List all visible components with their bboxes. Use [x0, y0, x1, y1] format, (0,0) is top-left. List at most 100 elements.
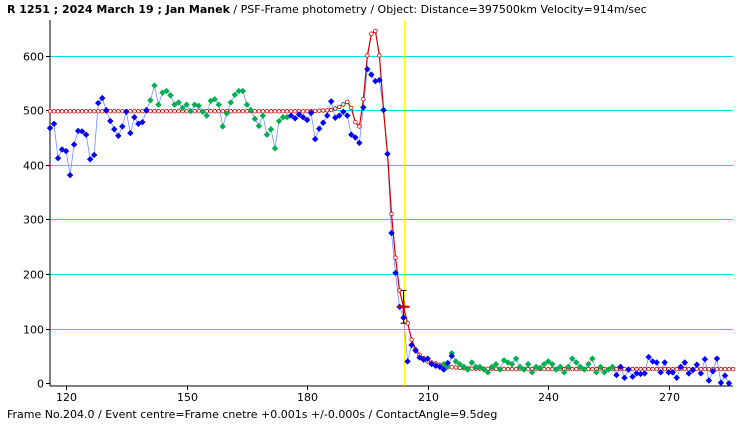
- comparison-point: [577, 363, 584, 371]
- comparison-point: [227, 99, 234, 106]
- comparison-point: [553, 366, 560, 373]
- comparison-point: [524, 360, 532, 368]
- model-marker: [714, 366, 720, 372]
- observed-point: [119, 123, 126, 130]
- comparison-point: [589, 355, 596, 362]
- observed-point: [340, 108, 347, 115]
- comparison-point: [476, 363, 484, 371]
- observed-point: [709, 368, 717, 375]
- model-marker: [513, 366, 519, 372]
- comparison-point: [528, 369, 536, 376]
- model-marker: [47, 108, 53, 114]
- model-marker: [168, 108, 173, 114]
- model-marker: [99, 108, 105, 114]
- model-marker: [212, 108, 217, 114]
- model-marker: [264, 108, 270, 114]
- comparison-point: [147, 97, 154, 104]
- observed-point: [633, 370, 640, 377]
- model-marker: [152, 108, 157, 114]
- comparison-point: [561, 369, 568, 376]
- observed-point: [336, 112, 343, 119]
- model-marker: [75, 108, 81, 114]
- observed-point: [424, 355, 431, 362]
- observed-point: [115, 132, 122, 140]
- model-marker: [148, 108, 153, 114]
- comparison-point: [492, 360, 500, 368]
- observed-point: [344, 112, 351, 119]
- model-marker: [357, 124, 362, 129]
- model-marker: [654, 366, 659, 372]
- comparison-point: [187, 108, 194, 115]
- model-marker: [276, 108, 282, 114]
- comparison-point: [444, 363, 451, 371]
- observed-point: [62, 147, 70, 155]
- observed-point: [617, 363, 624, 371]
- comparison-point: [540, 360, 548, 368]
- observed-point: [135, 120, 142, 127]
- model-marker: [702, 366, 708, 372]
- model-marker: [304, 108, 310, 114]
- model-marker: [321, 108, 326, 113]
- comparison-point: [573, 359, 580, 366]
- observed-point: [320, 119, 327, 126]
- y-tick-label-200: 200: [23, 269, 44, 282]
- model-marker: [614, 366, 619, 372]
- observed-point: [641, 370, 648, 377]
- observed-point: [364, 65, 371, 73]
- observed-point: [368, 71, 375, 78]
- comparison-point: [231, 91, 239, 99]
- observed-point: [705, 377, 713, 384]
- model-marker: [284, 108, 290, 114]
- model-marker: [706, 366, 712, 372]
- model-marker: [176, 108, 181, 114]
- event-marker: [397, 289, 410, 324]
- observed-point: [352, 134, 359, 141]
- comparison-point: [557, 363, 564, 371]
- comparison-point: [279, 114, 287, 121]
- comparison-point: [239, 87, 247, 95]
- x-tick-label-120: 120: [56, 391, 77, 404]
- model-marker: [228, 108, 233, 114]
- comparison-point: [247, 106, 255, 114]
- observed-point: [384, 150, 391, 158]
- model-marker: [280, 108, 286, 114]
- model-marker: [196, 108, 201, 114]
- model-marker: [112, 108, 117, 114]
- model-marker: [365, 53, 370, 58]
- observed-point: [721, 372, 729, 379]
- comparison-point: [585, 360, 592, 368]
- observed-point: [46, 124, 54, 132]
- model-marker: [216, 108, 221, 114]
- observed-point: [621, 374, 628, 382]
- model-marker: [317, 108, 322, 113]
- observed-point: [328, 98, 335, 105]
- observed-point: [713, 355, 721, 362]
- observed-point: [701, 356, 709, 363]
- model-marker: [718, 366, 724, 372]
- model-marker: [252, 108, 258, 114]
- observed-point: [448, 352, 455, 360]
- model-marker: [333, 106, 338, 111]
- comparison-point: [488, 363, 496, 371]
- comparison-point: [163, 87, 170, 95]
- observed-point: [649, 358, 656, 365]
- observed-point: [348, 131, 355, 138]
- observed-point: [139, 118, 146, 126]
- observed-point: [315, 125, 323, 132]
- y-tick-label-600: 600: [23, 51, 44, 64]
- comparison-point: [472, 363, 480, 371]
- observed-point: [66, 171, 74, 179]
- observed-point: [311, 135, 319, 143]
- y-tick-label-300: 300: [23, 214, 44, 227]
- comparison-point: [267, 126, 275, 133]
- comparison-point: [508, 360, 516, 368]
- comparison-point: [263, 131, 271, 138]
- observed-point: [303, 116, 311, 124]
- comparison-point: [151, 82, 158, 89]
- model-marker: [409, 337, 414, 342]
- observed-point: [324, 112, 331, 119]
- model-marker: [662, 366, 667, 372]
- observed-point: [444, 359, 451, 367]
- comparison-point: [456, 360, 463, 368]
